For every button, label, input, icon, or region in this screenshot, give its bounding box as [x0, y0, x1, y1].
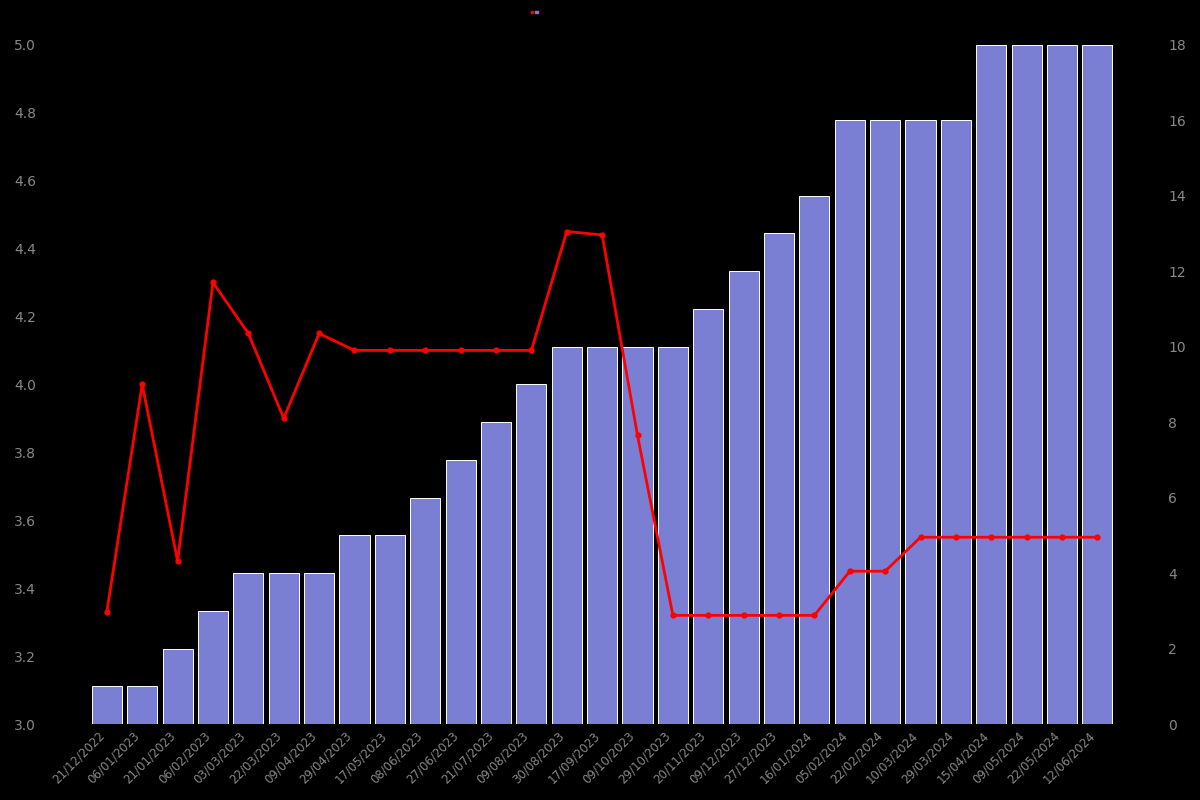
Bar — [91, 686, 122, 724]
Bar — [799, 196, 829, 724]
Bar — [1082, 45, 1112, 724]
Legend: , : , — [530, 10, 539, 14]
Bar — [516, 384, 546, 724]
Bar — [906, 120, 936, 724]
Bar — [445, 460, 475, 724]
Bar — [1012, 45, 1042, 724]
Bar — [728, 271, 758, 724]
Bar — [340, 535, 370, 724]
Bar — [694, 309, 724, 724]
Bar — [658, 346, 688, 724]
Bar — [977, 45, 1007, 724]
Bar — [374, 535, 404, 724]
Bar — [481, 422, 511, 724]
Bar — [1048, 45, 1078, 724]
Bar — [870, 120, 900, 724]
Bar — [127, 686, 157, 724]
Bar — [835, 120, 865, 724]
Bar — [198, 611, 228, 724]
Bar — [162, 649, 193, 724]
Bar — [269, 573, 299, 724]
Bar — [623, 346, 653, 724]
Bar — [941, 120, 971, 724]
Bar — [552, 346, 582, 724]
Bar — [410, 498, 440, 724]
Bar — [587, 346, 617, 724]
Bar — [233, 573, 263, 724]
Bar — [304, 573, 334, 724]
Bar — [764, 234, 794, 724]
